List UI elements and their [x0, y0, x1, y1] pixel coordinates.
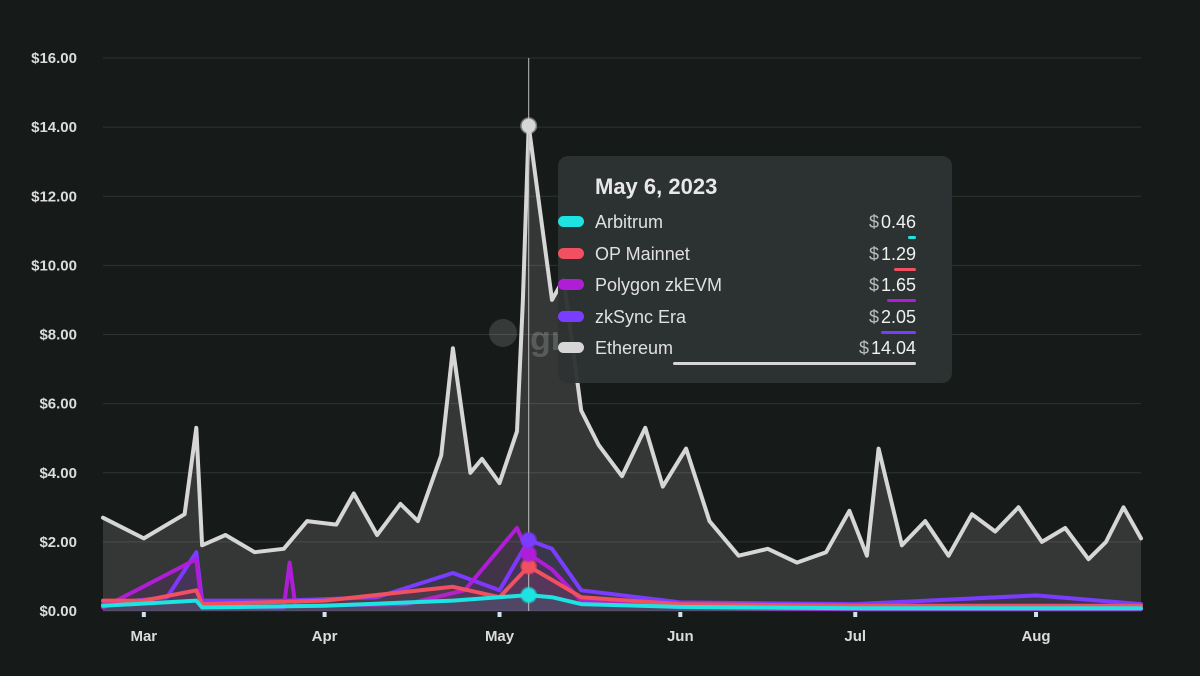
- legend-swatch: [558, 216, 584, 227]
- y-tick-label: $14.00: [31, 119, 77, 136]
- x-tick-mark: [322, 612, 327, 617]
- x-tick-label: Aug: [1021, 628, 1050, 645]
- x-tick-label: Mar: [130, 628, 157, 645]
- x-tick-label: Jul: [844, 628, 866, 645]
- series-line-ethereum: [101, 123, 1143, 565]
- x-tick-mark: [678, 612, 683, 617]
- tooltip-row: Arbitrum $0.46: [558, 212, 934, 244]
- value-bar: [908, 236, 916, 239]
- y-tick-label: $10.00: [31, 257, 77, 274]
- tooltip-row: Ethereum $14.04: [558, 338, 934, 370]
- x-tick-mark: [497, 612, 502, 617]
- series-name: zkSync Era: [595, 306, 687, 327]
- y-tick-label: $12.00: [31, 188, 77, 205]
- tooltip-rows: Arbitrum $0.46 OP Mainnet $1.29 Polygon zkEV…: [558, 212, 934, 370]
- hover-tooltip: May 6, 2023 Arbitrum $0.46 OP Mainnet $1.29…: [558, 156, 952, 383]
- area-op-mainnet: [103, 566, 1141, 611]
- legend-swatch: [558, 342, 584, 353]
- x-tick-mark: [1034, 612, 1039, 617]
- y-tick-label: $6.00: [39, 396, 77, 413]
- series-value: $0.46: [868, 212, 916, 232]
- series-name: Ethereum: [595, 338, 674, 358]
- x-tick-mark: [853, 612, 858, 617]
- tooltip-row: Polygon zkEVM $1.65: [558, 275, 934, 307]
- series-value: $1.65: [868, 275, 916, 295]
- legend-swatch: [558, 310, 584, 322]
- series-name: OP Mainnet: [595, 243, 690, 264]
- series-value: $1.29: [868, 243, 916, 264]
- value-bar: [673, 362, 916, 365]
- watermark-logo: [489, 319, 517, 347]
- x-tick-label: Jun: [667, 628, 694, 645]
- x-tick-mark: [141, 612, 146, 617]
- area-arbitrum: [103, 595, 1141, 611]
- value-bar: [880, 330, 916, 334]
- value-bar: [893, 267, 916, 271]
- y-tick-label: $2.00: [39, 534, 77, 551]
- tooltip-date: May 6, 2023: [595, 174, 718, 199]
- value-bar: [887, 299, 916, 302]
- series-value: $2.05: [868, 306, 916, 327]
- y-tick-label: $16.00: [31, 50, 77, 67]
- series-name: Polygon zkEVM: [595, 275, 723, 295]
- series-name: Arbitrum: [595, 212, 664, 232]
- hover-point: [520, 586, 538, 604]
- hover-point: [520, 117, 538, 135]
- tooltip-row: zkSync Era $2.05: [558, 306, 934, 339]
- area-ethereum: [103, 125, 1141, 611]
- series-value: $14.04: [858, 338, 916, 358]
- legend-swatch: [558, 279, 584, 290]
- y-tick-label: $4.00: [39, 465, 77, 482]
- tooltip-row: OP Mainnet $1.29: [558, 243, 934, 276]
- x-tick-label: Apr: [312, 628, 338, 645]
- y-tick-label: $0.00: [39, 603, 77, 620]
- x-tick-label: May: [485, 628, 515, 645]
- legend-swatch: [558, 247, 584, 259]
- hover-point: [520, 545, 538, 563]
- hover-point: [520, 531, 538, 549]
- y-tick-label: $8.00: [39, 327, 77, 344]
